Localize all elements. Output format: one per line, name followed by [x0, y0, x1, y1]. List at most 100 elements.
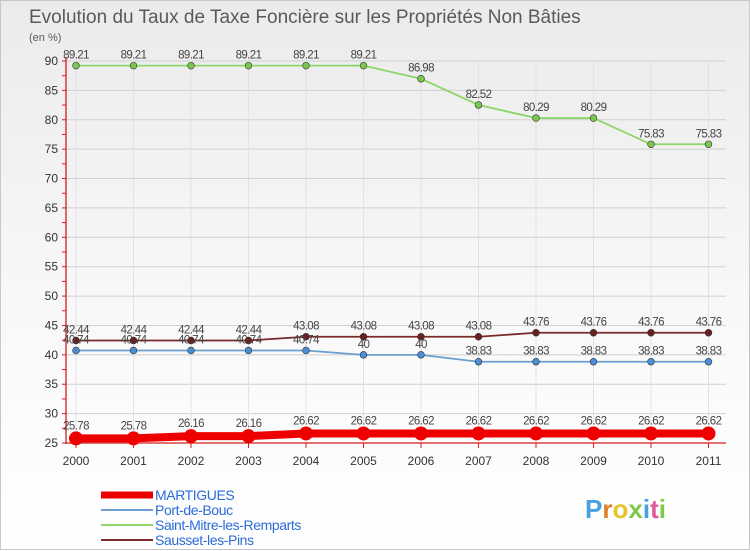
data-point	[129, 336, 138, 345]
logo-letter: P	[585, 494, 602, 524]
y-tick-label: 45	[45, 318, 59, 332]
y-tick-label: 40	[45, 348, 59, 362]
series-line	[75, 64, 710, 146]
data-point	[647, 140, 655, 148]
data-label: 38.83	[638, 346, 664, 358]
data-label: 38.83	[466, 346, 492, 358]
data-point	[72, 346, 80, 355]
data-label: 86.98	[408, 63, 434, 75]
y-tick-label: 70	[45, 172, 59, 186]
data-label: 26.62	[466, 415, 492, 427]
data-label: 26.62	[523, 415, 549, 427]
y-tick-label: 35	[45, 377, 59, 391]
data-label: 26.62	[581, 415, 607, 427]
series-line	[75, 331, 710, 342]
x-tick-label: 2007	[465, 454, 492, 468]
data-label: 89.21	[293, 50, 319, 62]
logo-letter: x	[628, 494, 643, 524]
data-label: 42.44	[236, 325, 263, 337]
data-point	[356, 426, 371, 441]
data-point	[302, 346, 310, 355]
x-tick-label: 2008	[523, 454, 550, 468]
x-ticks: 2000 2001 2002 2003 2004 2005 2006 2007 2008 2009…	[63, 454, 722, 468]
data-labels: 89.21 89.21 89.21 89.21 89.21 89.21 86.98 82.52…	[63, 50, 722, 433]
data-point	[187, 346, 195, 355]
data-point	[589, 329, 598, 337]
series-line	[72, 429, 713, 443]
legend-label: Saint-Mitre-les-Remparts	[155, 517, 301, 533]
data-point	[701, 426, 716, 441]
legend-label: Sausset-les-Pins	[155, 532, 254, 548]
data-label: 89.21	[121, 50, 147, 62]
data-point	[359, 333, 368, 341]
data-label: 43.76	[696, 317, 722, 329]
data-label: 26.62	[696, 415, 722, 427]
data-label: 43.76	[523, 317, 549, 329]
data-label: 26.16	[178, 418, 204, 430]
data-label: 40.74	[63, 334, 90, 346]
data-label: 82.52	[466, 89, 492, 101]
data-label: 25.78	[121, 420, 147, 432]
data-label: 89.21	[236, 50, 262, 62]
series-layer	[69, 61, 716, 446]
data-label: 43.08	[408, 321, 434, 333]
y-tick-label: 30	[45, 407, 59, 421]
data-label: 26.62	[351, 415, 377, 427]
y-tick-label: 65	[45, 201, 59, 215]
y-ticks: 25 30 35 40 45 50 55 60 65 70 75 80 85 90	[45, 54, 59, 450]
data-point	[417, 351, 425, 359]
data-label: 26.62	[638, 415, 664, 427]
y-tick-label: 50	[45, 289, 59, 303]
data-label: 38.83	[523, 346, 549, 358]
legend-label: MARTIGUES	[155, 487, 234, 503]
y-tick-label: 55	[45, 260, 59, 274]
data-label: 26.62	[293, 415, 319, 427]
data-point	[129, 346, 138, 355]
data-label: 42.44	[178, 325, 205, 337]
data-label: 75.83	[696, 128, 722, 140]
data-point	[532, 329, 540, 337]
data-label: 43.08	[351, 321, 377, 333]
x-tick-label: 2003	[235, 454, 262, 468]
x-tick-label: 2010	[638, 454, 665, 468]
data-point	[474, 358, 483, 366]
data-point	[187, 61, 195, 70]
y-axis-label: (en %)	[29, 32, 61, 44]
logo-letter: r	[602, 494, 612, 524]
data-label: 43.08	[293, 321, 319, 333]
data-point	[417, 333, 425, 341]
data-label: 40.74	[121, 334, 148, 346]
chart-title: Evolution du Taux de Taxe Foncière sur l…	[29, 7, 581, 28]
data-point	[586, 426, 601, 441]
data-label: 89.21	[63, 50, 89, 62]
data-point	[126, 431, 141, 446]
data-label: 42.44	[63, 325, 90, 337]
logo-text: Proxiti	[585, 494, 666, 524]
x-tick-label: 2006	[408, 454, 435, 468]
logo-letter: i	[643, 494, 650, 524]
data-point	[302, 333, 310, 341]
data-label: 89.21	[178, 50, 204, 62]
data-label: 26.16	[236, 418, 262, 430]
data-label: 42.44	[121, 325, 148, 337]
data-point	[244, 61, 253, 70]
data-point	[244, 346, 253, 355]
data-point	[532, 114, 540, 122]
data-label: 43.76	[581, 317, 607, 329]
grid	[66, 60, 726, 444]
data-label: 40.74	[236, 334, 263, 346]
data-label: 25.78	[63, 420, 89, 432]
data-label: 40.74	[293, 334, 320, 346]
y-tick-label: 90	[45, 54, 59, 68]
data-point	[589, 114, 598, 122]
data-label: 75.83	[638, 128, 664, 140]
data-point	[589, 358, 598, 366]
x-tick-label: 2009	[580, 454, 607, 468]
data-point	[704, 358, 713, 366]
data-point	[471, 426, 486, 441]
x-tick-label: 2002	[178, 454, 205, 468]
series-line	[75, 349, 710, 363]
data-label: 40	[415, 339, 427, 351]
